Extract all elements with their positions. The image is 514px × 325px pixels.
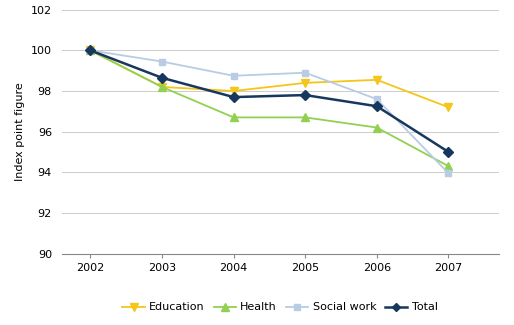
Health xyxy=(302,115,308,119)
Line: Education: Education xyxy=(86,46,453,111)
Line: Health: Health xyxy=(86,46,453,170)
Health xyxy=(159,85,165,89)
Total xyxy=(87,48,94,52)
Total xyxy=(302,93,308,97)
Social work xyxy=(374,97,380,101)
Education xyxy=(87,48,94,52)
Social work xyxy=(302,71,308,75)
Education xyxy=(159,85,165,89)
Total xyxy=(230,95,236,99)
Health xyxy=(230,115,236,119)
Health xyxy=(374,125,380,129)
Social work xyxy=(159,59,165,63)
Line: Total: Total xyxy=(87,47,452,155)
Education xyxy=(445,105,451,109)
Total xyxy=(374,104,380,108)
Education xyxy=(374,78,380,82)
Education xyxy=(302,81,308,85)
Education xyxy=(230,89,236,93)
Social work xyxy=(230,74,236,78)
Social work xyxy=(87,48,94,52)
Total xyxy=(159,76,165,80)
Y-axis label: Index point figure: Index point figure xyxy=(15,82,25,181)
Health xyxy=(445,164,451,168)
Legend: Education, Health, Social work, Total: Education, Health, Social work, Total xyxy=(118,298,442,317)
Health xyxy=(87,48,94,52)
Line: Social work: Social work xyxy=(87,47,452,177)
Social work xyxy=(445,171,451,175)
Total xyxy=(445,150,451,154)
